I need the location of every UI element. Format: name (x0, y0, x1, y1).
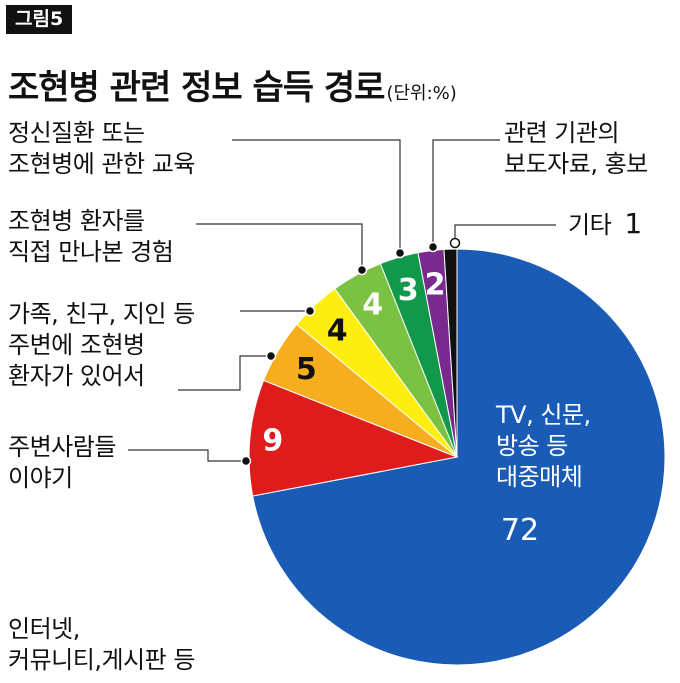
label-mass-media-line1: TV, 신문, (496, 401, 591, 429)
label-education-line1: 정신질환 또는 (8, 119, 145, 147)
leader-line-education (232, 139, 401, 253)
label-education-line2: 조현병에 관한 교육 (8, 150, 195, 178)
label-mass-media-line3: 대중매체 (496, 463, 583, 491)
label-mass-media: TV, 신문, 방송 등 대중매체 (496, 400, 591, 493)
figure-tag: 그림5 (6, 5, 73, 34)
label-internet-line2: 커뮤니티,게시판 등 (8, 646, 195, 674)
label-family-friends-line1: 가족, 친구, 지인 등 (8, 300, 195, 328)
unit-label: (단위:%) (386, 83, 457, 104)
label-family-friends: 가족, 친구, 지인 등 주변에 조현병 환자가 있어서 (8, 299, 195, 392)
label-internet: 인터넷, 커뮤니티,게시판 등 (8, 614, 195, 676)
leader-dot-education (394, 247, 406, 259)
label-family-friends-line2: 주변에 조현병 (8, 331, 145, 359)
leader-line-press-release (432, 139, 500, 247)
slice-value-met-patient: 4 (362, 288, 383, 323)
slice-value-press-release: 2 (425, 267, 446, 302)
label-press-release: 관련 기관의 보도자료, 홍보 (504, 118, 648, 180)
label-people-talk-line2: 이야기 (8, 464, 73, 492)
leader-line-people-talk (178, 355, 271, 391)
leader-dot-press-release (427, 241, 439, 253)
slice-value-family-friends: 4 (327, 313, 348, 348)
label-met-patient-line1: 조현병 환자를 (8, 207, 145, 235)
label-family-friends-line3: 환자가 있어서 (8, 362, 145, 390)
leader-line-other (454, 224, 556, 243)
slice-value-education: 3 (398, 273, 419, 308)
label-internet-line1: 인터넷, (8, 615, 80, 643)
leader-dot-other (449, 237, 461, 249)
leader-line-internet (128, 449, 246, 462)
leader-dot-family-friends (304, 305, 316, 317)
pie-slice-other (443, 248, 458, 458)
chart-title: 조현병 관련 정보 습득 경로 (8, 68, 385, 108)
leader-dot-internet (240, 455, 252, 467)
leader-line-met-patient (196, 223, 363, 270)
slice-value-mass-media: 72 (501, 513, 539, 548)
label-met-patient-line2: 직접 만나본 경험 (8, 238, 174, 266)
leader-dot-met-patient (356, 264, 368, 276)
label-met-patient: 조현병 환자를 직접 만나본 경험 (8, 206, 174, 268)
label-education: 정신질환 또는 조현병에 관한 교육 (8, 118, 195, 180)
label-press-release-line1: 관련 기관의 (504, 119, 620, 147)
slice-value-people-talk: 5 (296, 352, 317, 387)
pie-slice-mass-media (252, 248, 666, 666)
pie-slice-internet (248, 379, 459, 497)
slice-value-internet: 9 (262, 424, 283, 459)
leader-dot-people-talk (265, 350, 277, 362)
label-other: 기타 1 (568, 208, 642, 241)
label-people-talk-line1: 주변사람들 (8, 433, 116, 461)
label-other-text: 기타 (568, 211, 612, 239)
label-mass-media-line2: 방송 등 (496, 432, 568, 460)
title-row: 조현병 관련 정보 습득 경로 (단위:%) (8, 60, 457, 109)
label-other-value: 1 (624, 207, 642, 240)
label-people-talk: 주변사람들 이야기 (8, 432, 116, 494)
label-press-release-line2: 보도자료, 홍보 (504, 150, 648, 178)
